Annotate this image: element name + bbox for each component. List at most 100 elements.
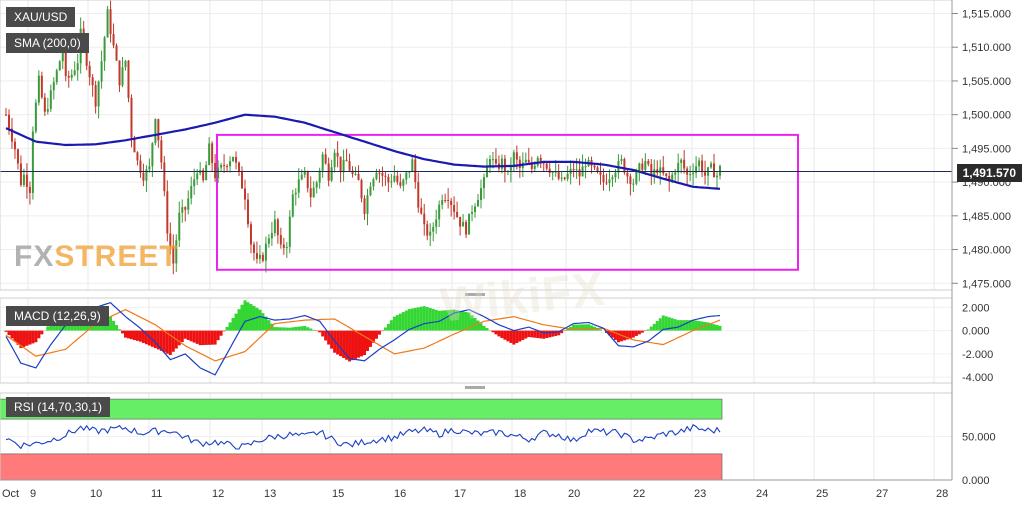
macd-histogram-bar <box>395 315 399 331</box>
candle-down <box>43 97 46 112</box>
macd-histogram-bar <box>123 330 127 338</box>
macd-histogram-bar <box>518 330 522 342</box>
candle-up <box>719 165 721 176</box>
macd-histogram-bar <box>345 330 349 360</box>
price-tick-label: 1,480.000 <box>962 245 1011 257</box>
candle-up <box>312 187 315 198</box>
x-tick-label: 27 <box>876 488 888 500</box>
macd-histogram-bar <box>34 330 38 343</box>
macd-histogram-bar <box>7 330 11 336</box>
macd-tick-label: 0.000 <box>962 326 990 338</box>
candle-down <box>527 159 530 163</box>
candle-up <box>285 246 288 248</box>
x-tick-label: 12 <box>212 488 224 500</box>
candle-up <box>300 174 303 180</box>
macd-histogram-bar <box>10 330 14 339</box>
macd-histogram-bar <box>198 330 202 346</box>
macd-histogram-bar <box>667 317 671 331</box>
candle-up <box>175 240 178 264</box>
candle-down <box>351 170 354 174</box>
macd-histogram-bar <box>300 326 304 331</box>
macd-histogram-bar <box>560 330 564 334</box>
candle-down <box>309 188 312 198</box>
candle-down <box>279 235 282 245</box>
candle-up <box>124 60 127 68</box>
candle-down <box>596 167 599 173</box>
candle-down <box>414 159 417 183</box>
rsi-tick-label: 0.000 <box>962 475 990 487</box>
macd-histogram-bar <box>500 330 504 339</box>
candle-up <box>482 177 485 189</box>
macd-histogram-bar <box>13 330 17 342</box>
candle-up <box>330 167 333 181</box>
last-price-badge: 1,491.570 <box>956 164 1022 182</box>
candle-down <box>249 224 252 245</box>
macd-tick-label: -4.000 <box>962 372 993 384</box>
macd-histogram-bar <box>204 330 208 345</box>
macd-histogram-bar <box>527 330 531 338</box>
macd-histogram-bar <box>368 330 372 347</box>
macd-histogram-bar <box>640 330 644 333</box>
candle-up <box>97 81 100 107</box>
candle-down <box>246 199 249 225</box>
candle-down <box>91 77 94 86</box>
macd-histogram-bar <box>596 328 600 331</box>
macd-histogram-bar <box>440 310 444 331</box>
candle-up <box>76 63 79 71</box>
candle-down <box>214 163 217 179</box>
macd-histogram-bar <box>658 318 662 331</box>
candle-down <box>109 9 112 35</box>
candle-down <box>130 97 133 138</box>
macd-histogram-bar <box>135 330 139 341</box>
rsi-line <box>5 424 721 450</box>
candle-down <box>139 160 142 173</box>
macd-signal-line <box>5 308 721 362</box>
x-tick-label: 11 <box>151 488 162 500</box>
macd-histogram-bar <box>207 330 211 345</box>
candle-down <box>381 172 384 176</box>
macd-histogram-bar <box>291 327 295 331</box>
macd-histogram-bar <box>318 330 322 333</box>
candle-down <box>115 45 118 61</box>
candle-up <box>512 152 515 168</box>
macd-histogram-bar <box>610 330 614 338</box>
candle-up <box>303 171 306 175</box>
candle-down <box>384 175 387 177</box>
candle-up <box>524 159 527 163</box>
candle-up <box>196 173 199 180</box>
candle-down <box>503 158 506 172</box>
macd-histogram-bar <box>509 330 513 343</box>
candle-up <box>103 37 106 62</box>
candle-up <box>471 212 474 214</box>
macd-histogram-bar <box>383 327 387 331</box>
candle-up <box>635 171 638 184</box>
macd-histogram-bar <box>392 316 396 331</box>
x-tick-label: 28 <box>936 488 948 500</box>
macd-histogram-bar <box>664 316 668 331</box>
macd-histogram-bar <box>449 309 453 331</box>
macd-histogram-bar <box>712 324 716 331</box>
macd-histogram-bar <box>312 329 316 331</box>
macd-histogram-bar <box>336 330 340 355</box>
candle-down <box>357 173 360 181</box>
candle-down <box>235 156 238 163</box>
price-tick-label: 1,475.000 <box>962 278 1011 290</box>
macd-histogram-bar <box>676 320 680 331</box>
candle-up <box>509 167 512 171</box>
macd-histogram-bar <box>342 330 346 358</box>
macd-histogram-bar <box>542 330 546 339</box>
macd-histogram-bar <box>362 330 366 356</box>
candle-down <box>348 161 351 171</box>
price-tick-label: 1,495.000 <box>962 143 1011 155</box>
macd-histogram-bar <box>213 330 217 345</box>
candle-down <box>515 152 518 160</box>
macd-histogram-bar <box>109 316 113 331</box>
candle-down <box>282 244 285 248</box>
candle-down <box>450 200 453 206</box>
macd-histogram-bar <box>186 330 190 341</box>
candle-up <box>148 166 151 170</box>
macd-histogram-bar <box>407 309 411 331</box>
candle-up <box>566 173 569 179</box>
macd-histogram-bar <box>434 309 438 331</box>
macd-histogram-bar <box>613 330 617 340</box>
